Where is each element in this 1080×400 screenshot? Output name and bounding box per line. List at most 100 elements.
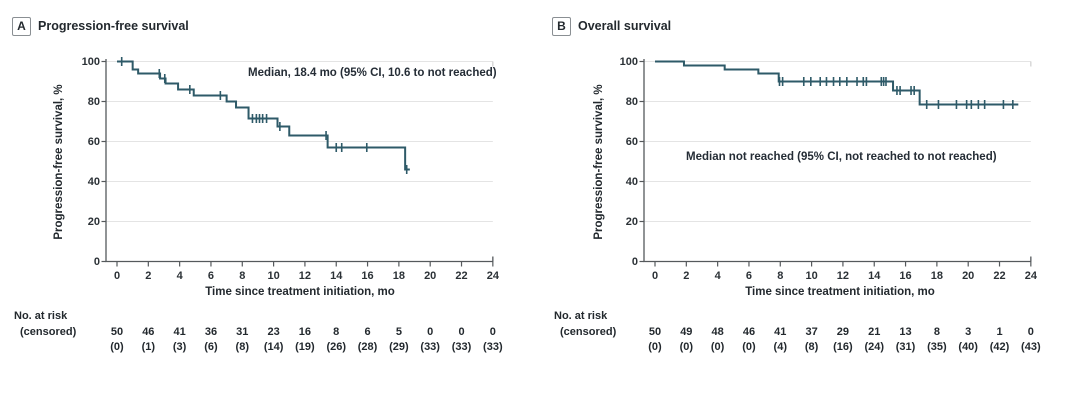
x-tick-label: 6 (745, 270, 753, 282)
censored-count: (1) (141, 341, 156, 353)
x-tick-label: 20 (962, 270, 975, 282)
censored-count: (0) (679, 341, 694, 353)
at-risk-count: 46 (142, 326, 155, 338)
censored-count: (6) (204, 341, 218, 353)
y-tick-label: 100 (81, 55, 100, 68)
panel-a-header: A Progression-free survival (12, 16, 189, 36)
censored-count: (43) (1021, 341, 1041, 353)
censored-count: (3) (172, 341, 187, 353)
x-tick-label: 14 (330, 270, 343, 282)
censored-count: (14) (263, 341, 284, 353)
x-tick-label: 12 (836, 270, 850, 282)
at-risk-label: No. at risk (554, 310, 608, 322)
at-risk-count: 21 (868, 326, 881, 338)
at-risk-count: 23 (267, 326, 280, 338)
x-tick-label: 22 (455, 270, 468, 282)
at-risk-count: 49 (680, 326, 693, 338)
censored-label: (censored) (20, 326, 77, 338)
km-plot-svg (639, 59, 1032, 267)
x-tick-label: 4 (176, 270, 183, 282)
x-tick-label: 10 (805, 270, 818, 282)
censored-count: (29) (389, 341, 409, 353)
x-tick-label: 20 (424, 270, 437, 282)
at-risk-count: 16 (298, 326, 312, 338)
panel-title: Overall survival (578, 19, 672, 33)
at-risk-count: 37 (805, 326, 818, 338)
y-tick-label: 0 (631, 255, 638, 268)
panel-b: B Overall survival Progression-free surv… (540, 0, 1080, 400)
at-risk-count: 0 (458, 326, 465, 338)
x-tick-label: 8 (239, 270, 246, 282)
x-tick-label: 4 (714, 270, 721, 282)
censored-count: (24) (864, 341, 885, 353)
x-axis-title: Time since treatment initiation, mo (205, 286, 395, 298)
y-tick-label: 60 (625, 135, 638, 148)
x-tick-label: 22 (993, 270, 1006, 282)
at-risk-count: 36 (204, 326, 218, 338)
at-risk-count: 46 (742, 326, 756, 338)
at-risk-count: 0 (489, 326, 496, 338)
y-tick-label: 0 (93, 255, 100, 268)
axis-lines (643, 59, 1031, 263)
km-plot-svg (101, 57, 494, 267)
x-tick-label: 16 (361, 270, 374, 282)
km-curve (117, 60, 410, 171)
censored-count: (4) (773, 341, 787, 353)
y-tick-label: 20 (625, 215, 638, 228)
censored-count: (26) (326, 341, 347, 353)
censored-count: (16) (833, 341, 853, 353)
x-tick-label: 2 (683, 270, 690, 282)
at-risk-count: 0 (1027, 326, 1034, 338)
y-tick-label: 40 (87, 175, 100, 188)
x-tick-label: 14 (868, 270, 881, 282)
y-tick-label: 80 (625, 95, 638, 108)
panel-letter-box: A (12, 16, 31, 36)
at-risk-count: 3 (965, 326, 972, 338)
at-risk-count: 8 (333, 326, 340, 338)
km-curve (655, 60, 1019, 106)
at-risk-count: 29 (836, 326, 850, 338)
y-tick-label: 40 (625, 175, 638, 188)
x-tick-label: 2 (145, 270, 152, 282)
censored-count: (0) (110, 341, 124, 353)
panel-letter-box: B (552, 16, 571, 36)
x-tick-label: 24 (1024, 270, 1037, 282)
censored-count: (0) (742, 341, 756, 353)
panel-a: A Progression-free survival Progression-… (12, 16, 503, 353)
censored-count: (8) (804, 341, 819, 353)
x-tick-label: 6 (207, 270, 215, 282)
at-risk-count: 31 (236, 326, 249, 338)
median-annotation: Median not reached (95% CI, not reached … (686, 151, 997, 163)
censored-count: (33) (420, 341, 440, 353)
at-risk-count: 13 (899, 326, 912, 338)
y-tick-label: 100 (619, 55, 638, 68)
axis-lines (105, 59, 493, 263)
at-risk-count: 41 (774, 326, 787, 338)
censored-count: (42) (989, 341, 1010, 353)
x-tick-label: 24 (486, 270, 499, 282)
at-risk-count: 1 (996, 326, 1003, 338)
censored-count: (33) (483, 341, 503, 353)
y-tick-label: 60 (87, 135, 100, 148)
x-tick-label: 0 (651, 270, 659, 282)
x-tick-label: 18 (930, 270, 943, 282)
y-tick-label: 80 (87, 95, 100, 108)
x-axis-title: Time since treatment initiation, mo (745, 286, 935, 298)
censored-count: (31) (895, 341, 916, 353)
at-risk-count: 48 (711, 326, 724, 338)
censored-count: (28) (357, 341, 378, 353)
censored-count: (0) (710, 341, 725, 353)
x-tick-label: 18 (392, 270, 405, 282)
y-tick-label: 20 (87, 215, 100, 228)
censored-count: (35) (927, 341, 947, 353)
at-risk-count: 50 (648, 326, 662, 338)
censored-count: (33) (451, 341, 472, 353)
censored-count: (19) (295, 341, 315, 353)
panel-b-header: B Overall survival (552, 16, 671, 36)
censored-count: (40) (958, 341, 978, 353)
x-tick-label: 8 (777, 270, 784, 282)
x-tick-label: 0 (113, 270, 121, 282)
at-risk-count: 41 (173, 326, 186, 338)
x-tick-label: 12 (298, 270, 312, 282)
